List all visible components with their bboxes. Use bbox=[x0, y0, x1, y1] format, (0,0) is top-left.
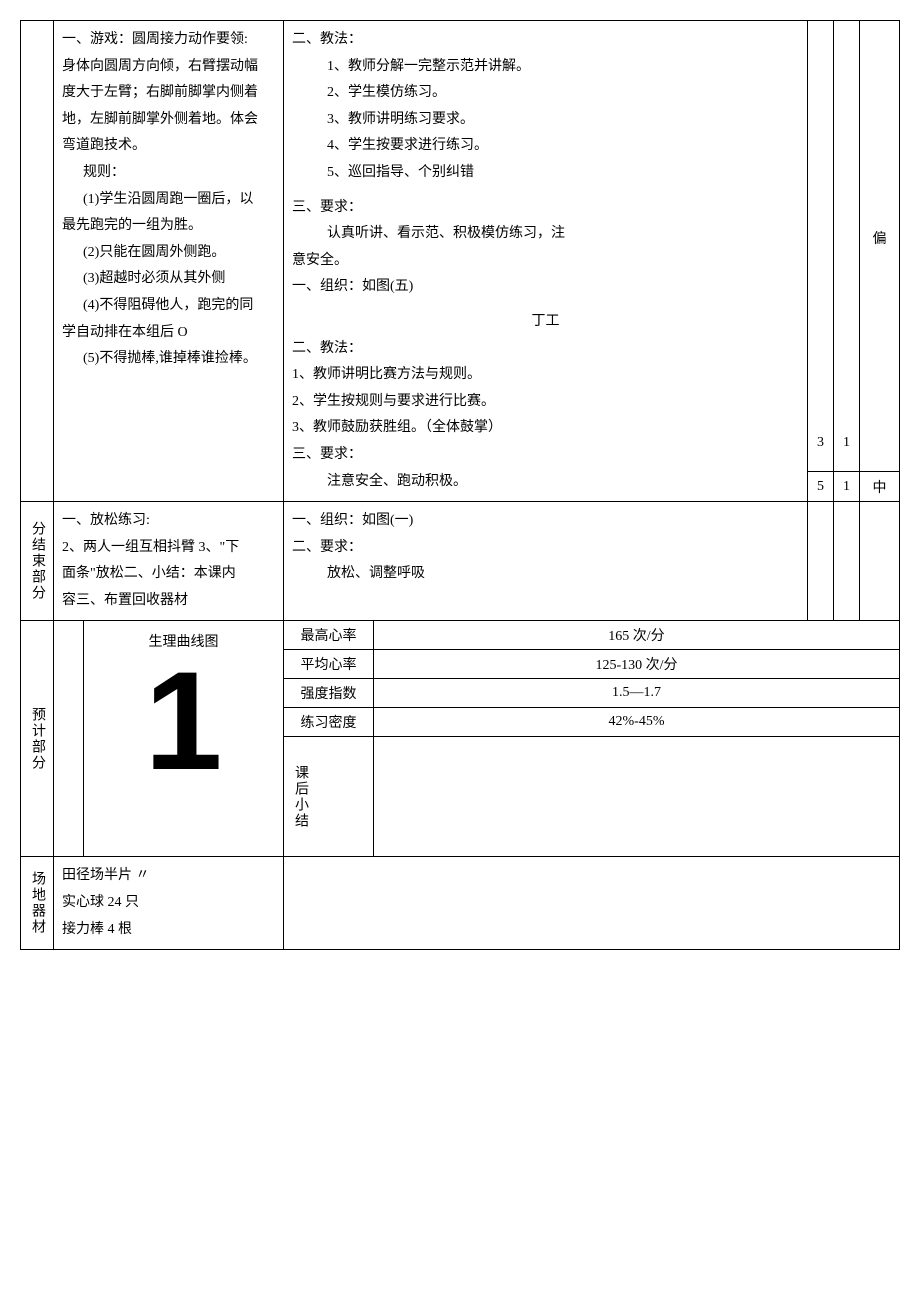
big-number: 1 bbox=[84, 651, 283, 791]
t: 学自动排在本组后 O bbox=[62, 320, 275, 347]
t: 2、学生按规则与要求进行比赛。 bbox=[292, 389, 799, 416]
activity-left: 一、游戏：圆周接力动作要领: 身体向圆周方向倾，右臂摆动幅 度大于左臂；右脚前脚… bbox=[54, 21, 284, 502]
t: 二、要求： bbox=[292, 535, 799, 562]
t: 地，左脚前脚掌外侧着地。体会 bbox=[62, 107, 275, 134]
metric-value: 1.5—1.7 bbox=[374, 679, 900, 708]
t: (3)超越时必须从其外侧 bbox=[62, 266, 275, 293]
metric-value: 165 次/分 bbox=[374, 621, 900, 650]
t: 3、教师讲明练习要求。 bbox=[292, 107, 799, 134]
t: (4)不得阻碍他人，跑完的同 bbox=[62, 293, 275, 320]
t: 最先跑完的一组为胜。 bbox=[62, 213, 275, 240]
t: 5、巡回指导、个别纠错 bbox=[292, 160, 799, 187]
equipment-cell: 田径场半片 〃 实心球 24 只 接力棒 4 根 bbox=[54, 857, 284, 950]
t: 度大于左臂；右脚前脚掌内侧着 bbox=[62, 80, 275, 107]
t: 面条"放松二、小结：本课内 bbox=[62, 561, 275, 588]
metric-value bbox=[374, 737, 900, 857]
t: 容三、布置回收器材 bbox=[62, 588, 275, 615]
t: 1、教师分解一完整示范并讲解。 bbox=[292, 54, 799, 81]
t: 放松、调整呼吸 bbox=[292, 561, 799, 588]
t: 三、要求： bbox=[292, 195, 799, 222]
metric-label: 练习密度 bbox=[284, 708, 374, 737]
activity-right: 二、教法： 1、教师分解一完整示范并讲解。 2、学生模仿练习。 3、教师讲明练习… bbox=[284, 21, 808, 502]
section-label-empty bbox=[21, 21, 54, 502]
metric-label: 平均心率 bbox=[284, 650, 374, 679]
t: 丁工 bbox=[292, 309, 799, 336]
lesson-plan-table: 一、游戏：圆周接力动作要领: 身体向圆周方向倾，右臂摆动幅 度大于左臂；右脚前脚… bbox=[20, 20, 900, 950]
num-cell: 1 bbox=[834, 472, 860, 502]
t: 身体向圆周方向倾，右臂摆动幅 bbox=[62, 54, 275, 81]
empty-cell bbox=[284, 857, 900, 950]
section-equipment-label: 场地器材 bbox=[21, 857, 54, 950]
t: 一、游戏：圆周接力动作要领: bbox=[62, 27, 275, 54]
num-cell: 5 bbox=[808, 472, 834, 502]
section-end-label: 分结束部分 bbox=[21, 502, 54, 621]
t: 接力棒 4 根 bbox=[62, 917, 275, 944]
curve-cell: 生理曲线图 1 bbox=[84, 621, 284, 857]
t: 2、学生模仿练习。 bbox=[292, 80, 799, 107]
spacer bbox=[292, 301, 799, 309]
t: 二、教法： bbox=[292, 336, 799, 363]
t: 田径场半片 〃 bbox=[62, 863, 275, 890]
t: (2)只能在圆周外侧跑。 bbox=[62, 240, 275, 267]
end-right: 一、组织：如图(一) 二、要求： 放松、调整呼吸 bbox=[284, 502, 808, 621]
after-class-label: 课后小结 bbox=[290, 765, 310, 829]
t: 1、教师讲明比赛方法与规则。 bbox=[292, 362, 799, 389]
t: (5)不得抛棒,谁掉棒谁捡棒。 bbox=[62, 346, 275, 373]
t: 意安全。 bbox=[292, 248, 799, 275]
empty-cell bbox=[860, 502, 900, 621]
t: 一、放松练习: bbox=[62, 508, 275, 535]
t: 注意安全、跑动积极。 bbox=[292, 469, 799, 496]
t: 二、教法： bbox=[292, 27, 799, 54]
metric-label: 课后小结 bbox=[284, 737, 374, 857]
t: (1)学生沿圆周跑一圈后，以 bbox=[62, 187, 275, 214]
metric-value: 42%-45% bbox=[374, 708, 900, 737]
metric-label: 最高心率 bbox=[284, 621, 374, 650]
empty-narrow bbox=[54, 621, 84, 857]
num-cell: 偏 bbox=[860, 21, 900, 472]
empty-cell bbox=[808, 502, 834, 621]
metric-value: 125-130 次/分 bbox=[374, 650, 900, 679]
t: 一、组织：如图(一) bbox=[292, 508, 799, 535]
section-predict-label: 预计部分 bbox=[21, 621, 54, 857]
spacer bbox=[292, 187, 799, 195]
t: 认真听讲、看示范、积极模仿练习，注 bbox=[292, 221, 799, 248]
t: 弯道跑技术。 bbox=[62, 133, 275, 160]
end-left: 一、放松练习: 2、两人一组互相抖臂 3、"下 面条"放松二、小结：本课内 容三… bbox=[54, 502, 284, 621]
num-cell: 1 bbox=[834, 21, 860, 472]
t: 一、组织：如图(五) bbox=[292, 274, 799, 301]
t: 3、教师鼓励获胜组。（全体鼓掌） bbox=[292, 415, 799, 442]
t: 4、学生按要求进行练习。 bbox=[292, 133, 799, 160]
metric-label: 强度指数 bbox=[284, 679, 374, 708]
t: 2、两人一组互相抖臂 3、"下 bbox=[62, 535, 275, 562]
t: 三、要求： bbox=[292, 442, 799, 469]
t: 实心球 24 只 bbox=[62, 890, 275, 917]
empty-cell bbox=[834, 502, 860, 621]
t: 规则： bbox=[62, 160, 275, 187]
num-cell: 中 bbox=[860, 472, 900, 502]
num-cell: 3 bbox=[808, 21, 834, 472]
